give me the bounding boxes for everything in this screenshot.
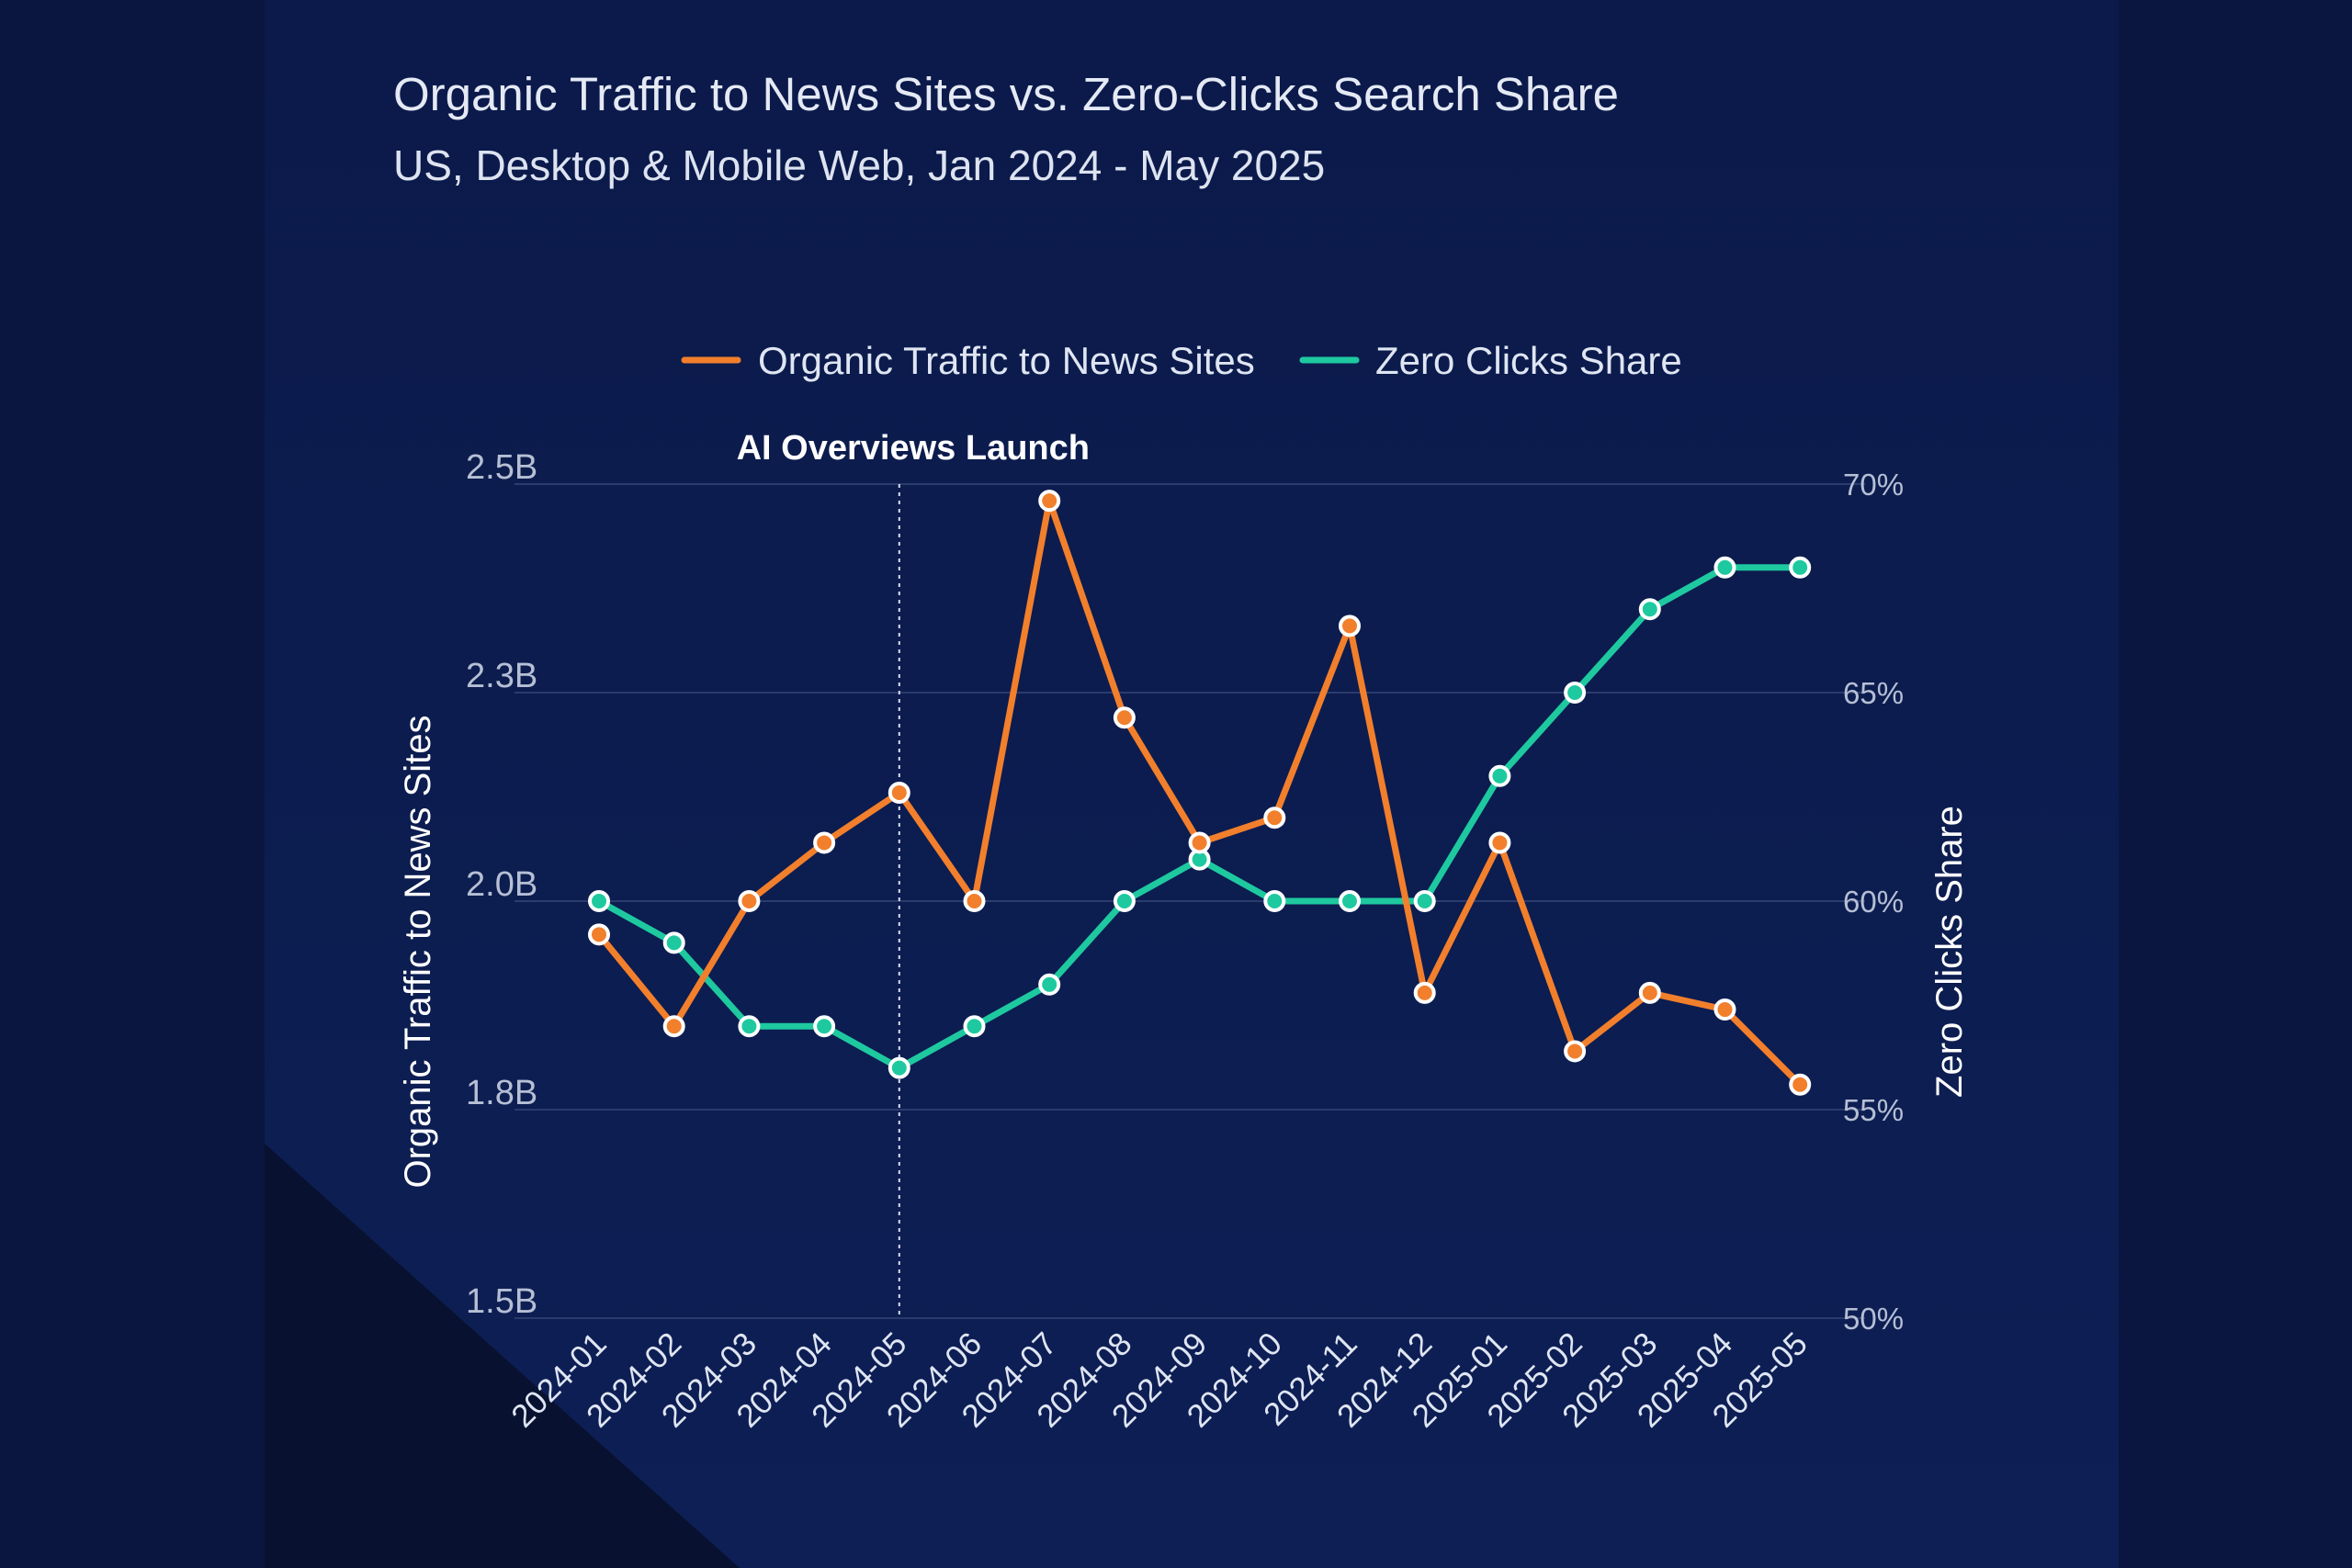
data-point [588, 923, 610, 946]
data-point [662, 1015, 685, 1038]
data-point [738, 890, 761, 912]
data-point [738, 1015, 761, 1038]
y-tick-right: 60% [1843, 885, 1904, 919]
annotation-label: AI Overviews Launch [737, 429, 1090, 468]
y-axis-left-title: Organic Traffic to News Sites [398, 716, 438, 1189]
y-axis-right-title: Zero Clicks Share [1929, 806, 1970, 1098]
y-tick-right: 55% [1843, 1093, 1904, 1127]
data-point [1564, 1040, 1587, 1063]
data-point [1713, 556, 1736, 579]
data-point [1263, 890, 1286, 912]
data-point [588, 890, 610, 912]
data-point [1789, 1073, 1812, 1096]
annotation: AI Overviews Launch [737, 429, 1090, 1318]
data-point [813, 1015, 836, 1038]
y-tick-left: 2.5B [466, 448, 537, 487]
y-tick-left: 2.3B [466, 657, 537, 695]
y-tick-left: 2.0B [466, 865, 537, 904]
data-point [1713, 998, 1736, 1021]
data-point [888, 1056, 910, 1079]
data-point [1038, 490, 1061, 513]
data-point [1188, 831, 1211, 854]
y-tick-left: 1.5B [466, 1282, 537, 1321]
legend-label-traffic: Organic Traffic to News Sites [758, 339, 1255, 382]
y-tick-left: 1.8B [466, 1074, 537, 1112]
data-point [1413, 981, 1436, 1004]
chart-subtitle: US, Desktop & Mobile Web, Jan 2024 - May… [393, 141, 1325, 189]
legend-label-zero-clicks: Zero Clicks Share [1375, 339, 1682, 382]
series [588, 490, 1812, 1096]
data-point [888, 781, 910, 804]
data-point [813, 831, 836, 854]
data-point [1113, 706, 1136, 729]
chart-card [265, 0, 2119, 1568]
data-point [662, 931, 685, 954]
data-point [1638, 598, 1661, 621]
data-point [1263, 807, 1286, 829]
y-tick-right: 65% [1843, 676, 1904, 710]
legend: Organic Traffic to News Sites Zero Click… [681, 339, 1682, 382]
corner-shade [265, 1144, 740, 1568]
data-point [1638, 981, 1661, 1004]
data-point [963, 1015, 986, 1038]
data-point [1113, 890, 1136, 912]
chart-title: Organic Traffic to News Sites vs. Zero-C… [393, 68, 1619, 120]
data-point [1339, 615, 1361, 637]
data-point [1488, 831, 1511, 854]
data-point [1339, 890, 1361, 912]
data-point [963, 890, 986, 912]
data-point [1413, 890, 1436, 912]
y-tick-right: 50% [1843, 1302, 1904, 1336]
data-point [1488, 764, 1511, 787]
data-point [1038, 973, 1061, 996]
data-point [1789, 556, 1812, 579]
y-tick-right: 70% [1843, 468, 1904, 502]
data-point [1564, 682, 1587, 704]
